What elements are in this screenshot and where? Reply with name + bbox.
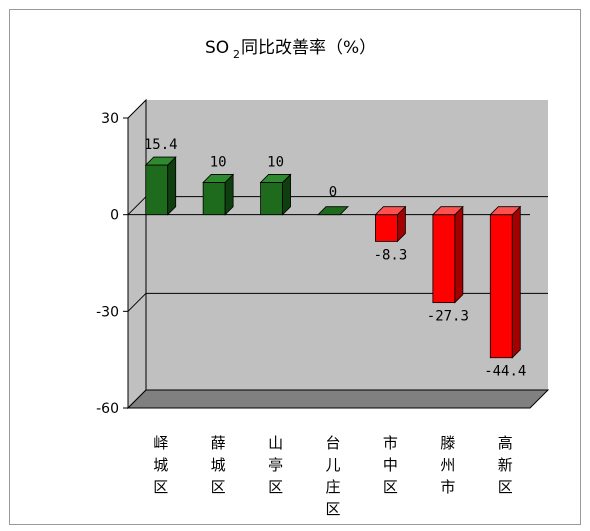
- chart-title-subscript: 2: [233, 48, 240, 61]
- category-label: 薛城区: [211, 434, 226, 496]
- data-label: -44.4: [484, 364, 526, 380]
- category-label: 山亭区: [268, 434, 283, 496]
- y-tick-label: 0: [110, 208, 119, 224]
- bar: [489, 205, 522, 359]
- bar: [431, 205, 464, 304]
- floor: [126, 389, 550, 409]
- chart-title-rest: 同比改善率（%）: [241, 38, 376, 58]
- y-tick-label: -60: [96, 401, 119, 417]
- data-label: 15.4: [144, 137, 178, 153]
- bar: [259, 173, 292, 216]
- bar-front: [145, 164, 169, 216]
- category-label: 峄城区: [153, 434, 168, 496]
- gridline-depth: [127, 196, 147, 216]
- data-label: 10: [267, 154, 284, 170]
- bar-front: [202, 182, 226, 216]
- bar-top: [259, 174, 292, 183]
- y-tick-label: -30: [96, 304, 119, 320]
- bar-top: [374, 206, 407, 216]
- data-labels: 15.4 10 10 0 -8.3 -27.3 -44.4: [144, 137, 527, 380]
- bar: [144, 156, 177, 216]
- chart-title-main: SO: [205, 38, 229, 58]
- bar-front: [260, 182, 283, 216]
- bar-chart: SO 2 同比改善率（%） 30 0 -30 -60 15.4 10 10 0 -8.3 -27…: [96, 38, 550, 518]
- bar-front: [375, 214, 398, 242]
- category-label: 台儿庄区: [325, 434, 340, 518]
- bars: [144, 156, 522, 359]
- bar: [374, 205, 407, 243]
- bar-side: [167, 156, 177, 216]
- chart-frame: SO 2 同比改善率（%） 30 0 -30 -60 15.4 10 10 0 -8.3 -27…: [9, 9, 581, 525]
- category-label: 市中区: [383, 434, 398, 496]
- back-wall: [146, 100, 548, 390]
- y-tick-label: 30: [101, 111, 119, 127]
- data-label: 0: [329, 185, 337, 201]
- y-axis: 30 0 -30 -60: [96, 111, 129, 417]
- bar: [317, 206, 349, 216]
- category-labels: 峄城区 薛城区 山亭区 台儿庄区 市中区 滕州市 高新区: [153, 434, 513, 518]
- bar-top: [202, 174, 235, 183]
- bar-side: [454, 205, 464, 304]
- data-label: -27.3: [427, 309, 469, 325]
- plot-walls: [126, 98, 550, 410]
- bar-top: [489, 206, 522, 216]
- gridline-depth: [127, 292, 147, 312]
- data-label: -8.3: [374, 247, 408, 263]
- bar-top: [431, 206, 464, 216]
- bar: [202, 173, 235, 216]
- bar-top: [144, 156, 177, 166]
- chart-title: SO 2 同比改善率（%）: [205, 38, 376, 61]
- data-label: 10: [210, 154, 227, 170]
- category-label: 高新区: [498, 434, 513, 496]
- bar-front: [489, 214, 513, 359]
- bar-side: [511, 205, 521, 359]
- category-label: 滕州市: [440, 434, 455, 496]
- bar-top: [317, 206, 349, 216]
- bar-front: [432, 214, 456, 304]
